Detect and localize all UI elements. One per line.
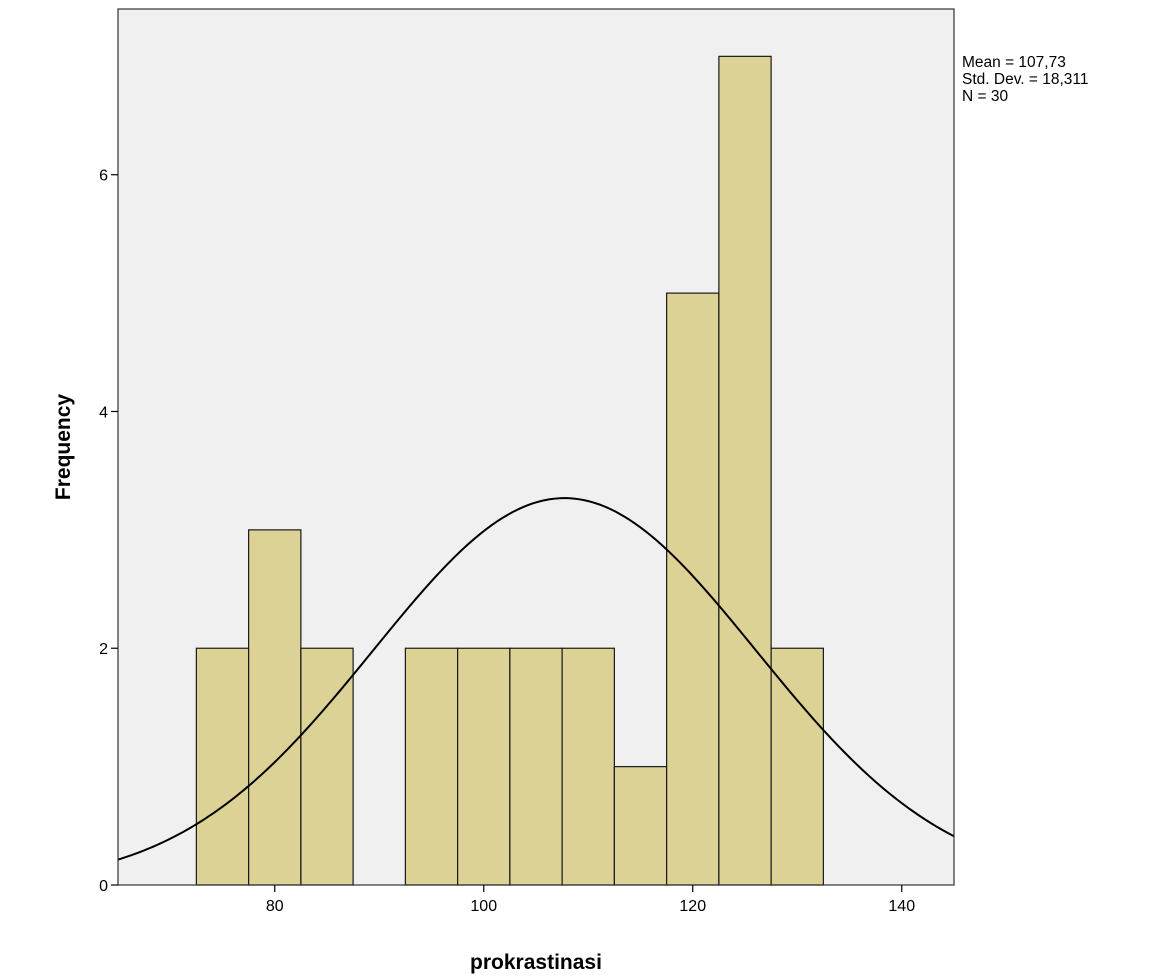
histogram-bar [718,55,772,886]
x-tick-label: 120 [679,898,706,915]
histogram-bar [457,647,511,886]
y-axis-title: Frequency [52,394,75,501]
histogram-bar [770,647,824,886]
histogram-bar [300,647,354,886]
bars-layer [195,55,824,886]
y-tick-label: 6 [99,168,108,185]
x-tick-label: 80 [266,898,284,915]
histogram-bar [404,647,459,886]
y-tick-label: 2 [99,641,108,658]
stats-mean: Mean = 107,73 [962,54,1066,71]
stats-n: N = 30 [962,88,1009,105]
stats-std-dev: Std. Dev. = 18,311 [962,71,1089,88]
x-tick-label: 140 [888,898,915,915]
plot-frame [117,8,955,886]
histogram-bar [613,766,668,886]
histogram-bar [561,647,615,886]
histogram-bar [195,647,250,886]
histogram-bar [509,647,563,886]
x-axis-ticks: 80 100 120 140 [266,885,915,915]
y-axis-ticks: 0 2 4 6 [99,168,118,895]
y-tick-label: 4 [99,404,108,421]
histogram-bar [666,292,720,886]
stats-box: Mean = 107,73 Std. Dev. = 18,311 N = 30 [962,54,1089,105]
x-tick-label: 100 [470,898,497,915]
x-axis-title: prokrastinasi [470,951,602,974]
histogram-bar [248,529,302,886]
y-tick-label: 0 [99,878,108,895]
normal-curve [117,497,955,861]
